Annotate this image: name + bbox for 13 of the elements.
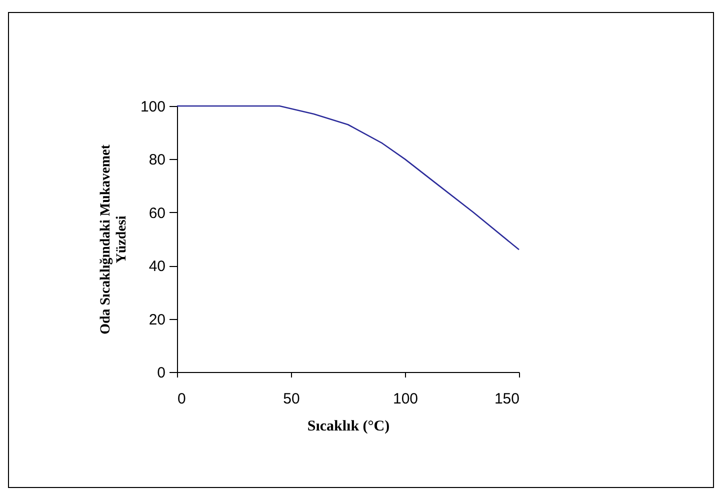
y-tick-label: 0 [157,364,166,382]
y-tick-label: 20 [148,311,166,328]
y-tick-label: 80 [148,152,166,169]
y-tick-label: 40 [148,258,166,276]
x-tick-label: 50 [283,390,300,408]
x-tick-label: 0 [178,390,186,408]
y-tick-label: 60 [148,204,166,222]
x-tick-label: 100 [392,390,418,408]
y-tick-label: 100 [140,98,166,116]
x-tick-label: 150 [494,390,520,408]
line-series [176,105,520,250]
y-axis-title: Oda Sıcaklığındaki Mukavemet Yüzdesi [98,144,130,334]
x-axis-title: Sıcaklık (°C) [307,418,390,434]
